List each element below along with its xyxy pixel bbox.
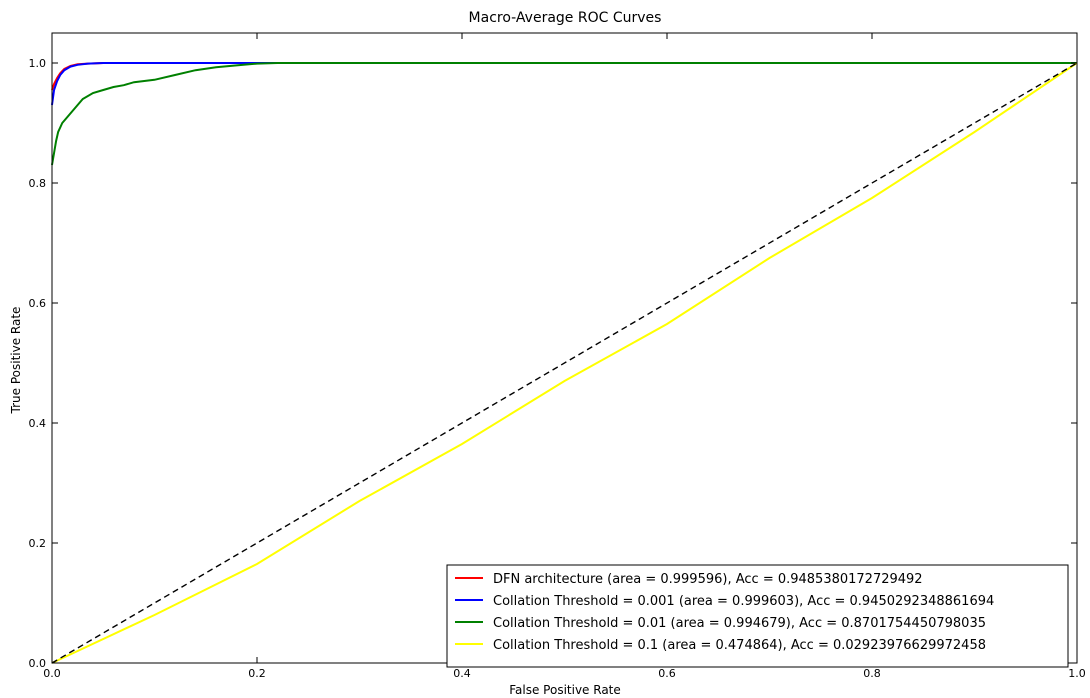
legend-label: Collation Threshold = 0.001 (area = 0.99…	[493, 594, 994, 609]
ticks-layer: 0.0 0.2 0.4 0.6 0.8 1.0 0.0 0.2 0.4 0.6 0.8 1.0	[29, 33, 1086, 680]
legend-box	[446, 564, 1069, 668]
y-tick-label: 0.0	[29, 657, 47, 670]
legend-label: Collation Threshold = 0.1 (area = 0.4748…	[493, 638, 986, 653]
y-tick-label: 0.8	[29, 177, 47, 190]
y-tick-label: 0.4	[29, 417, 47, 430]
x-tick-label: 0.6	[658, 667, 676, 680]
x-tick-label: 1.0	[1068, 667, 1086, 680]
legend: DFN architecture (area = 0.999596), Acc …	[446, 564, 1069, 668]
y-tick-label: 1.0	[29, 57, 47, 70]
chart-title: Macro-Average ROC Curves	[469, 10, 662, 26]
series-line-2	[51, 62, 1077, 166]
legend-label: Collation Threshold = 0.01 (area = 0.994…	[493, 616, 986, 631]
x-tick-label: 0.0	[43, 667, 61, 680]
y-tick-label: 0.2	[29, 537, 47, 550]
series-layer	[51, 62, 1078, 664]
y-tick-label: 0.6	[29, 297, 47, 310]
y-axis-label: True Positive Rate	[9, 307, 23, 415]
x-tick-label: 0.2	[248, 667, 266, 680]
x-tick-label: 0.8	[863, 667, 881, 680]
x-axis-label: False Positive Rate	[509, 683, 621, 697]
series-line-1	[51, 62, 1077, 106]
series-line-3	[51, 62, 1078, 664]
chance-diagonal-line	[51, 62, 1078, 664]
series-line-0	[51, 62, 1077, 91]
legend-label: DFN architecture (area = 0.999596), Acc …	[493, 572, 923, 587]
x-tick-label: 0.4	[453, 667, 471, 680]
